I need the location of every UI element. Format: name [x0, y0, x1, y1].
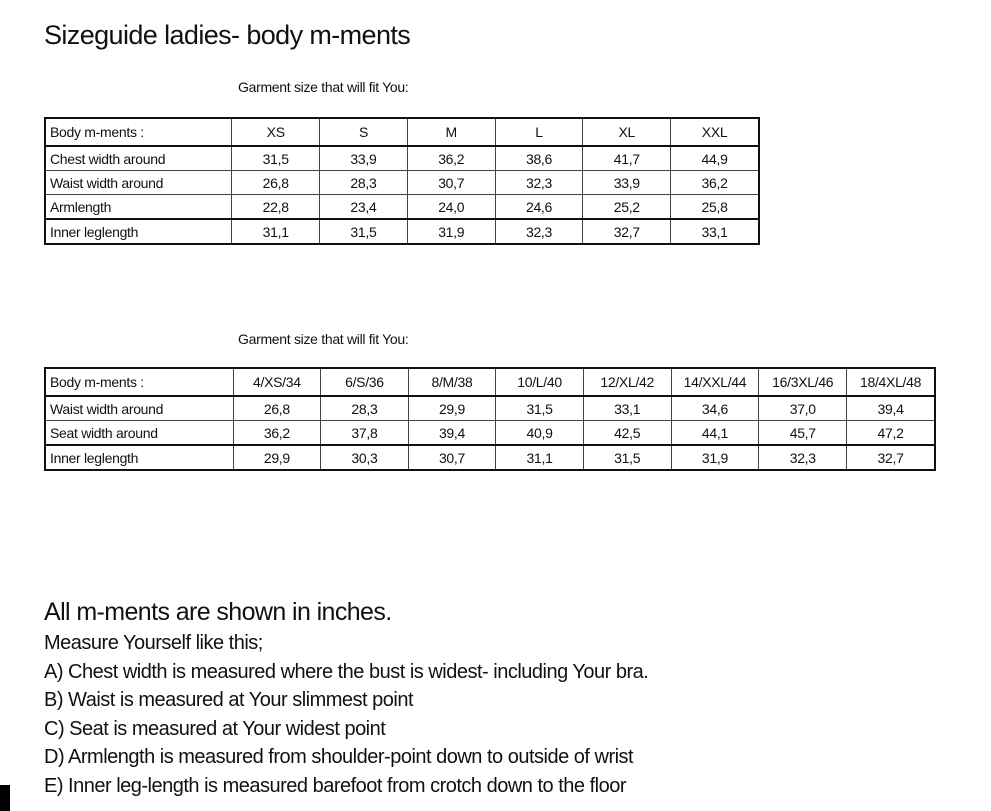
value-cell: 41,7 — [582, 145, 672, 171]
table-row: Inner leglength 31,1 31,5 31,9 32,3 32,7 33,1 — [44, 218, 760, 245]
value-cell: 33,1 — [582, 395, 672, 421]
header-cell: 12/XL/42 — [582, 367, 672, 397]
table-header-row: Body m-ments : XS S M L XL XXL — [44, 117, 760, 147]
value-cell: 32,7 — [846, 444, 936, 471]
row-label: Inner leglength — [44, 444, 234, 471]
note-line: A) Chest width is measured where the bus… — [44, 660, 649, 683]
table1-caption: Garment size that will fit You: — [238, 79, 409, 95]
header-cell: Body m-ments : — [44, 367, 234, 397]
value-cell: 32,3 — [494, 218, 584, 245]
value-cell: 39,4 — [407, 420, 497, 446]
black-marker — [0, 785, 10, 811]
header-cell: 16/3XL/46 — [758, 367, 848, 397]
value-cell: 31,5 — [231, 145, 321, 171]
value-cell: 23,4 — [319, 194, 408, 220]
header-cell: 4/XS/34 — [232, 367, 322, 397]
value-cell: 36,2 — [406, 145, 496, 171]
value-cell: 33,1 — [670, 218, 760, 245]
header-cell: L — [494, 117, 584, 147]
header-cell: 14/XXL/44 — [670, 367, 760, 397]
value-cell: 31,5 — [582, 444, 672, 471]
row-label: Inner leglength — [44, 218, 233, 245]
value-cell: 26,8 — [232, 395, 322, 421]
note-line: E) Inner leg-length is measured barefoot… — [44, 774, 626, 797]
row-label: Armlength — [44, 194, 233, 220]
header-cell: XL — [582, 117, 672, 147]
table-row: Waist width around 26,8 28,3 30,7 32,3 33,9 36… — [44, 170, 760, 195]
value-cell: 36,2 — [232, 420, 322, 446]
header-cell: XXL — [670, 117, 760, 147]
value-cell: 31,1 — [495, 444, 584, 471]
value-cell: 24,6 — [494, 194, 584, 220]
value-cell: 24,0 — [406, 194, 496, 220]
value-cell: 22,8 — [231, 194, 321, 220]
table-row: Armlength 22,8 23,4 24,0 24,6 25,2 25,8 — [44, 194, 760, 220]
row-label: Waist width around — [44, 395, 234, 421]
value-cell: 37,0 — [758, 395, 848, 421]
value-cell: 39,4 — [846, 395, 936, 421]
header-cell: M — [406, 117, 496, 147]
notes-heading: All m-ments are shown in inches. — [44, 598, 392, 626]
header-cell: S — [319, 117, 408, 147]
value-cell: 44,1 — [670, 420, 760, 446]
note-line: D) Armlength is measured from shoulder-p… — [44, 746, 634, 768]
header-cell: 10/L/40 — [495, 367, 584, 397]
value-cell: 31,9 — [670, 444, 760, 471]
header-cell: XS — [231, 117, 321, 147]
value-cell: 31,1 — [231, 218, 321, 245]
value-cell: 29,9 — [232, 444, 322, 471]
value-cell: 32,3 — [758, 444, 848, 471]
value-cell: 45,7 — [758, 420, 848, 446]
table-row: Waist width around 26,8 28,3 29,9 31,5 33,1 34… — [44, 395, 936, 421]
value-cell: 32,7 — [582, 218, 672, 245]
table-row: Chest width around 31,5 33,9 36,2 38,6 41,7 44… — [44, 145, 760, 171]
value-cell: 30,7 — [406, 170, 496, 195]
value-cell: 30,7 — [407, 444, 497, 471]
header-cell: Body m-ments : — [44, 117, 233, 147]
row-label: Chest width around — [44, 145, 233, 171]
value-cell: 25,8 — [670, 194, 760, 220]
value-cell: 28,3 — [319, 170, 408, 195]
note-line: Measure Yourself like this; — [44, 632, 263, 654]
value-cell: 31,9 — [406, 218, 496, 245]
note-line: B) Waist is measured at Your slimmest po… — [44, 689, 414, 711]
value-cell: 31,5 — [495, 395, 584, 421]
note-line: C) Seat is measured at Your widest point — [44, 717, 386, 740]
table-header-row: Body m-ments :4/XS/34 6/S/36 8/M/38 10/L/40… — [44, 367, 936, 397]
value-cell: 32,3 — [494, 170, 584, 195]
page-title: Sizeguide ladies- body m-ments — [44, 20, 411, 50]
row-label: Seat width around — [44, 420, 234, 446]
measurement-notes: All m-ments are shown in inches. Measure… — [44, 598, 649, 800]
value-cell: 31,5 — [319, 218, 408, 245]
header-cell: 8/M/38 — [407, 367, 497, 397]
value-cell: 47,2 — [846, 420, 936, 446]
header-cell: 6/S/36 — [320, 367, 409, 397]
value-cell: 36,2 — [670, 170, 760, 195]
table-row: Inner leglength 29,9 30,3 30,7 31,1 31,5 31,9 3… — [44, 444, 936, 471]
value-cell: 37,8 — [320, 420, 409, 446]
table-row: Seat width around 36,2 37,8 39,4 40,9 42,5 44,… — [44, 420, 936, 446]
table2-caption: Garment size that will fit You: — [238, 331, 409, 347]
value-cell: 33,9 — [319, 145, 408, 171]
value-cell: 33,9 — [582, 170, 672, 195]
size-table-1: Body m-ments : XS S M L XL XXL Chest width arou… — [44, 117, 760, 245]
value-cell: 38,6 — [494, 145, 584, 171]
value-cell: 30,3 — [320, 444, 409, 471]
value-cell: 29,9 — [407, 395, 497, 421]
value-cell: 26,8 — [231, 170, 321, 195]
row-label: Waist width around — [44, 170, 233, 195]
value-cell: 28,3 — [320, 395, 409, 421]
header-cell: 18/4XL/48 — [846, 367, 936, 397]
value-cell: 42,5 — [582, 420, 672, 446]
value-cell: 40,9 — [495, 420, 584, 446]
value-cell: 34,6 — [670, 395, 760, 421]
size-table-2: Body m-ments :4/XS/34 6/S/36 8/M/38 10/L/40… — [44, 367, 936, 471]
value-cell: 44,9 — [670, 145, 760, 171]
value-cell: 25,2 — [582, 194, 672, 220]
